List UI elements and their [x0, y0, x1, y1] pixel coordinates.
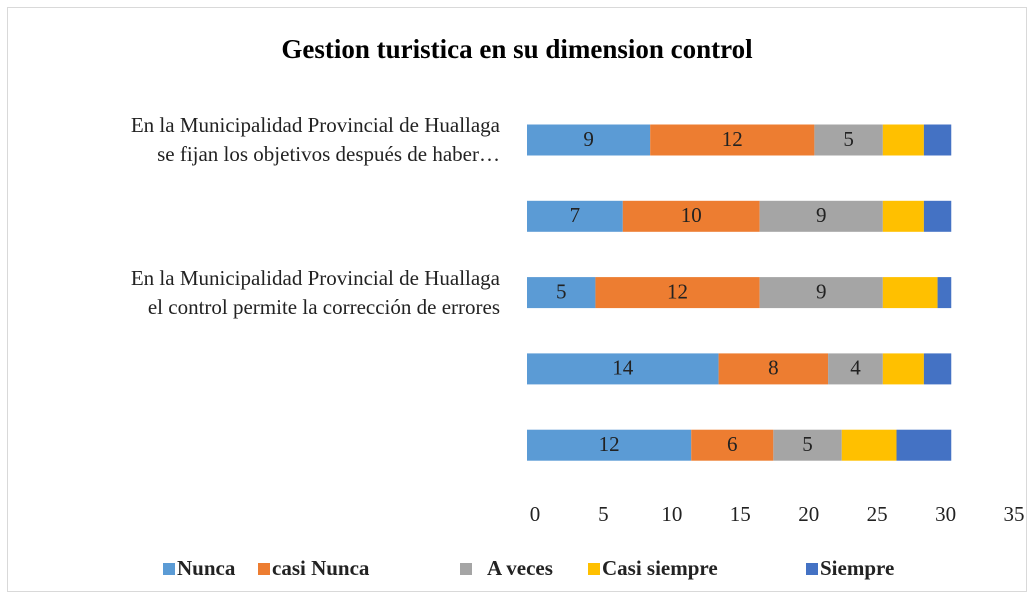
bar-segment [923, 124, 952, 156]
y-tick-label: En la Municipalidad Provincial de Hualla… [130, 113, 500, 166]
legend-label: A veces [487, 556, 553, 580]
legend-label: Siempre [820, 556, 894, 580]
legend-label: casi Nunca [272, 556, 370, 580]
x-tick-label: 0 [530, 502, 541, 526]
data-label: 7 [570, 203, 581, 227]
data-label: 10 [681, 203, 702, 227]
data-label: 12 [599, 432, 620, 456]
bar-segment [527, 353, 719, 385]
data-label: 9 [816, 279, 827, 303]
bar-segment [923, 200, 952, 232]
bar-segment [595, 277, 760, 309]
data-label: 12 [722, 127, 743, 151]
chart-title: Gestion turistica en su dimension contro… [281, 34, 753, 64]
data-label: 8 [768, 356, 779, 380]
legend-swatch [588, 563, 600, 575]
legend-swatch [806, 563, 818, 575]
data-label: 12 [667, 279, 688, 303]
bar-segment [882, 353, 924, 385]
bar-segment [759, 277, 883, 309]
bar-segment [923, 353, 952, 385]
bar-segment [841, 429, 897, 461]
data-label: 5 [843, 127, 854, 151]
bar-segment [896, 429, 952, 461]
bar-segment [622, 200, 760, 232]
bar-segment [814, 124, 883, 156]
x-tick-label: 30 [935, 502, 956, 526]
x-tick-label: 15 [730, 502, 751, 526]
x-tick-label: 10 [661, 502, 682, 526]
bar-segment [527, 429, 692, 461]
x-tick-label: 25 [867, 502, 888, 526]
bar-segment [882, 200, 924, 232]
legend-swatch [163, 563, 175, 575]
data-label: 6 [727, 432, 738, 456]
bar-segment [718, 353, 829, 385]
bar-segment [691, 429, 774, 461]
legend-label: Nunca [177, 556, 236, 580]
bar-segment [650, 124, 815, 156]
bar-segment [527, 124, 651, 156]
bar-segment [759, 200, 883, 232]
data-label: 9 [583, 127, 594, 151]
bar-segment [828, 353, 883, 385]
data-label: 5 [556, 279, 567, 303]
y-tick-label: En la Municipalidad Provincial de Hualla… [130, 265, 500, 319]
data-label: 9 [816, 203, 827, 227]
bar-segment [773, 429, 842, 461]
legend-swatch [258, 563, 270, 575]
data-label: 14 [612, 356, 634, 380]
legend-swatch [460, 563, 472, 575]
bar-segment [882, 277, 938, 309]
bar-segment [527, 200, 623, 232]
legend-label: Casi siempre [602, 556, 718, 580]
x-tick-label: 20 [798, 502, 819, 526]
x-tick-label: 5 [598, 502, 609, 526]
x-tick-label: 35 [1004, 502, 1025, 526]
bar-segment [527, 277, 596, 309]
data-label: 5 [802, 432, 813, 456]
data-label: 4 [850, 356, 861, 380]
bar-segment [937, 277, 952, 309]
bar-segment [882, 124, 924, 156]
